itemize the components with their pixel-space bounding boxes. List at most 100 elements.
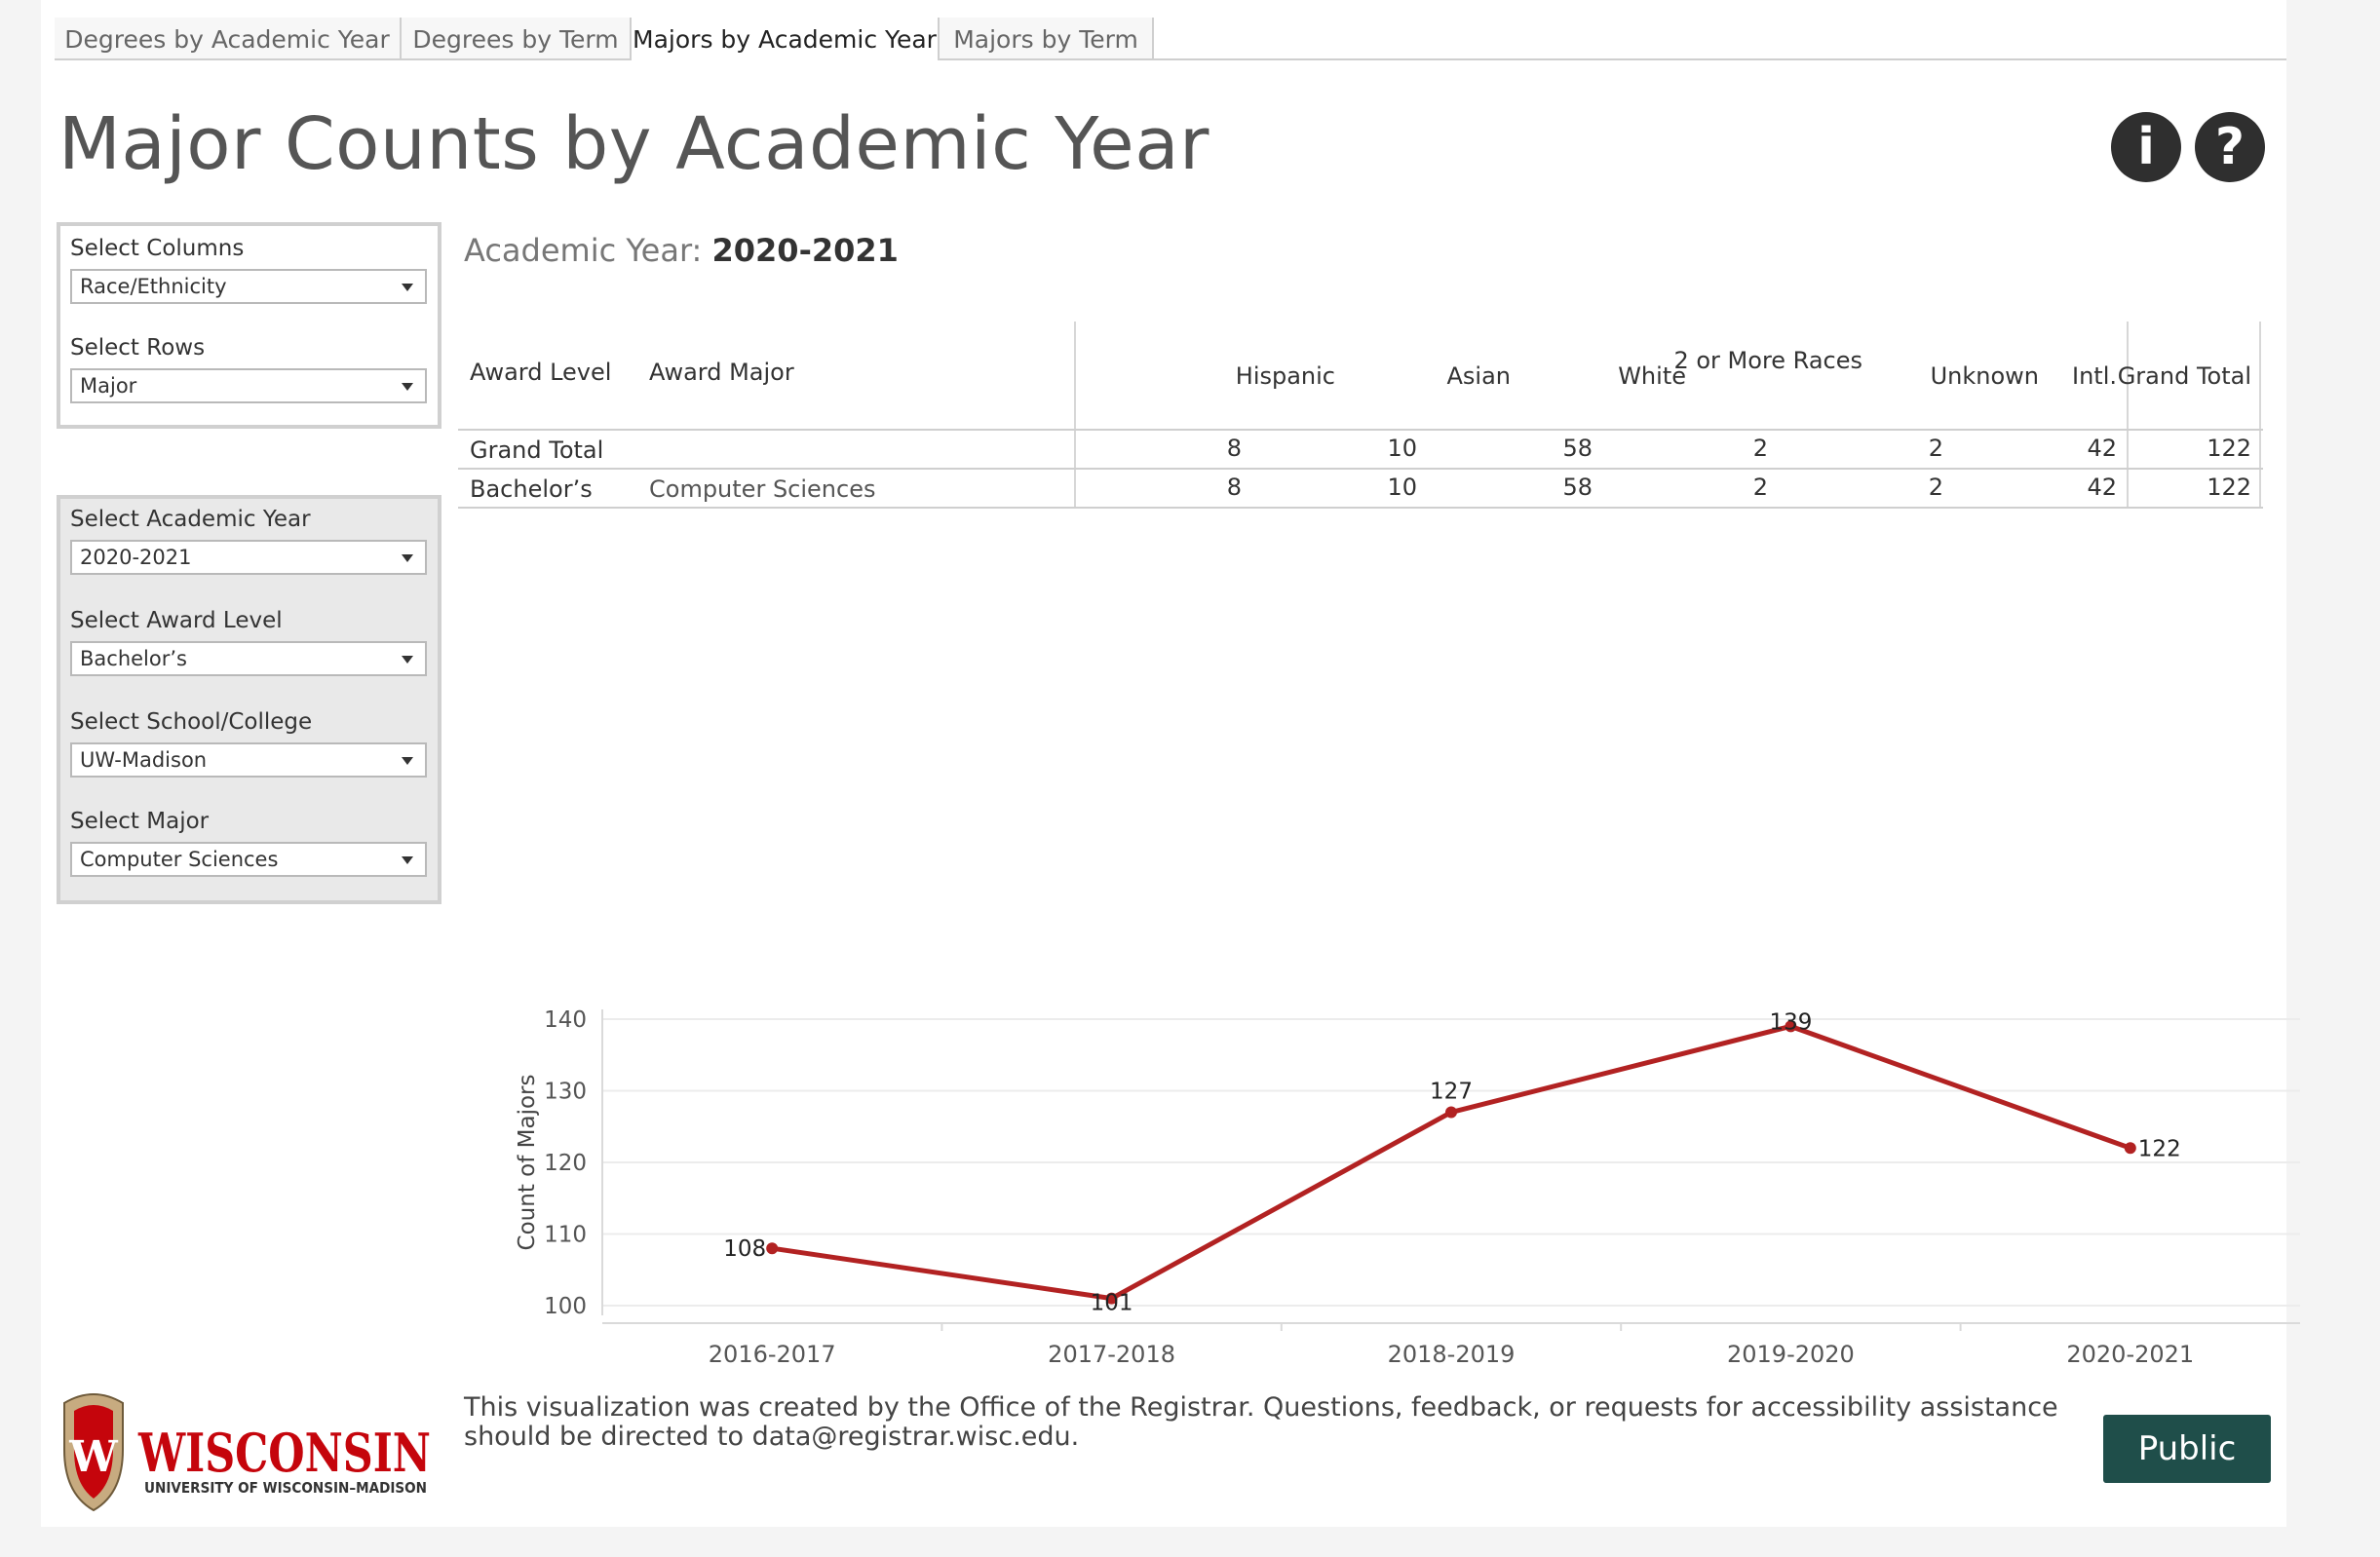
data-label: 127 — [1430, 1080, 1473, 1105]
chevron-down-icon — [402, 383, 413, 391]
data-label: 101 — [1091, 1291, 1133, 1316]
cell-grand-total: 122 — [2207, 474, 2251, 501]
divider — [458, 507, 2263, 509]
select-academic-year-label: Select Academic Year — [70, 507, 311, 532]
data-point — [1105, 1292, 1118, 1305]
y-tick-label: 110 — [544, 1223, 587, 1248]
y-tick-label: 130 — [544, 1080, 587, 1105]
footer-text: This visualization was created by the Of… — [464, 1392, 2058, 1452]
y-tick-label: 140 — [544, 1007, 587, 1033]
crosstab-table: Award Level Award Major Hispanic Asian W… — [458, 322, 2263, 509]
cell-hispanic: 8 — [1226, 474, 1242, 501]
x-tick-label: 2017-2018 — [1048, 1341, 1175, 1368]
tab-degrees-by-academic-year[interactable]: Degrees by Academic Year — [55, 18, 402, 58]
layout-filter-panel: Select Columns Race/Ethnicity Select Row… — [57, 222, 441, 429]
select-major-value: Computer Sciences — [80, 848, 279, 871]
chevron-down-icon — [402, 757, 413, 765]
help-icon[interactable]: ? — [2195, 112, 2265, 182]
header-unknown: Unknown — [1930, 362, 2039, 390]
wisconsin-logo: W WISCONSIN UNIVERSITY OF WISCONSIN–MADI… — [55, 1382, 444, 1513]
chevron-down-icon — [402, 554, 413, 562]
cell-two-or-more: 2 — [1752, 474, 1768, 501]
select-academic-year-value: 2020-2021 — [80, 546, 192, 569]
page-title: Major Counts by Academic Year — [58, 102, 1209, 186]
crest-icon: W WISCONSIN UNIVERSITY OF WISCONSIN–MADI… — [63, 1393, 431, 1512]
header-two-or-more-races-text: 2 or More Races — [1673, 347, 1862, 374]
cell-asian: 10 — [1387, 435, 1417, 462]
cell-hispanic: 8 — [1226, 435, 1242, 462]
academic-year-heading-label: Academic Year: — [464, 232, 703, 269]
tab-bar: Degrees by Academic Year Degrees by Term… — [55, 18, 2286, 60]
select-award-level-dropdown[interactable]: Bachelor’s — [70, 641, 427, 676]
divider — [1074, 322, 1076, 509]
select-rows-value: Major — [80, 374, 137, 398]
x-tick-label: 2020-2021 — [2066, 1341, 2194, 1368]
y-axis-label: Count of Majors — [515, 1075, 540, 1251]
data-point — [1445, 1106, 1457, 1119]
cell-asian: 10 — [1387, 474, 1417, 501]
x-tick-label: 2019-2020 — [1727, 1341, 1855, 1368]
header-hispanic: Hispanic — [1235, 362, 1335, 390]
divider — [458, 468, 2263, 470]
tab-majors-by-academic-year[interactable]: Majors by Academic Year — [630, 18, 940, 60]
select-school-value: UW-Madison — [80, 748, 208, 772]
select-rows-label: Select Rows — [70, 335, 206, 361]
cell-two-or-more: 2 — [1752, 435, 1768, 462]
select-major-label: Select Major — [70, 809, 210, 834]
row-level: Bachelor’s — [470, 475, 593, 503]
data-point — [766, 1242, 779, 1255]
select-rows-dropdown[interactable]: Major — [70, 368, 427, 403]
select-school-dropdown[interactable]: UW-Madison — [70, 742, 427, 778]
y-tick-label: 100 — [544, 1294, 587, 1319]
row-major: Computer Sciences — [649, 475, 876, 503]
select-academic-year-dropdown[interactable]: 2020-2021 — [70, 540, 427, 575]
select-school-label: Select School/College — [70, 709, 313, 735]
select-award-level-value: Bachelor’s — [80, 647, 187, 670]
select-columns-value: Race/Ethnicity — [80, 275, 227, 298]
header-award-level: Award Level — [470, 359, 612, 386]
header-intl: Intl. — [2072, 362, 2117, 390]
line-chart: 100 110 120 130 140 2016-2017 2017-2018 2018-20… — [458, 984, 2310, 1374]
svg-text:WISCONSIN: WISCONSIN — [137, 1422, 431, 1484]
cell-white: 58 — [1562, 435, 1593, 462]
divider — [458, 429, 2263, 431]
header-award-major: Award Major — [649, 359, 794, 386]
select-columns-label: Select Columns — [70, 236, 245, 261]
svg-text:UNIVERSITY OF WISCONSIN–MADISO: UNIVERSITY OF WISCONSIN–MADISON — [144, 1479, 427, 1497]
data-label: 108 — [723, 1236, 766, 1262]
public-button[interactable]: Public — [2103, 1415, 2271, 1483]
info-icon[interactable]: i — [2111, 112, 2181, 182]
y-tick-label: 120 — [544, 1151, 587, 1176]
header-white: White — [1618, 362, 1686, 390]
data-point — [1785, 1020, 1797, 1033]
data-label: 122 — [2138, 1136, 2181, 1161]
cell-unknown: 2 — [1928, 435, 1943, 462]
cell-unknown: 2 — [1928, 474, 1943, 501]
svg-text:W: W — [68, 1432, 118, 1482]
line-chart-svg: 100 110 120 130 140 2016-2017 2017-2018 2018-20… — [515, 1007, 2300, 1368]
academic-year-heading-value: 2020-2021 — [711, 232, 899, 269]
cell-intl: 42 — [2087, 474, 2117, 501]
x-tick-label: 2016-2017 — [709, 1341, 836, 1368]
academic-year-heading: Academic Year: 2020-2021 — [464, 232, 899, 269]
select-award-level-label: Select Award Level — [70, 608, 283, 633]
select-columns-dropdown[interactable]: Race/Ethnicity — [70, 269, 427, 304]
x-tick-label: 2018-2019 — [1388, 1341, 1516, 1368]
cell-white: 58 — [1562, 474, 1593, 501]
divider — [2259, 322, 2261, 509]
header-asian: Asian — [1446, 362, 1511, 390]
chevron-down-icon — [402, 856, 413, 864]
chevron-down-icon — [402, 656, 413, 664]
data-point — [2124, 1142, 2136, 1155]
select-major-dropdown[interactable]: Computer Sciences — [70, 842, 427, 877]
data-filter-panel: Select Academic Year 2020-2021 Select Aw… — [57, 495, 441, 904]
tab-majors-by-term[interactable]: Majors by Term — [940, 18, 1154, 58]
header-two-or-more-races: 2 or More Races — [1628, 347, 1862, 375]
divider — [2127, 322, 2129, 509]
header-grand-total: Grand Total — [2117, 362, 2251, 390]
cell-grand-total: 122 — [2207, 435, 2251, 462]
data-label: 139 — [1769, 1009, 1812, 1035]
tab-degrees-by-term[interactable]: Degrees by Term — [402, 18, 632, 58]
chevron-down-icon — [402, 284, 413, 291]
row-level: Grand Total — [470, 437, 604, 464]
